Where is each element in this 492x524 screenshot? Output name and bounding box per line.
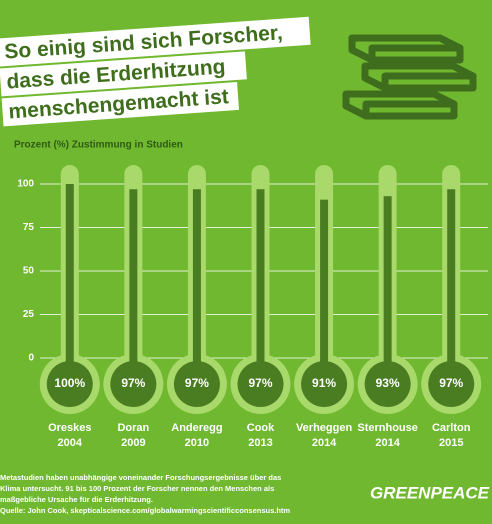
title-box (1, 81, 239, 127)
x-tick-year: 2014 (375, 437, 400, 449)
bar (129, 189, 138, 384)
bar (383, 196, 392, 384)
x-tick-year: 2010 (185, 437, 209, 449)
y-tick-label: 100 (17, 179, 34, 190)
logo: GREENPEACE (370, 483, 490, 502)
bar (447, 189, 456, 384)
bulb (237, 361, 284, 407)
bulb (173, 361, 220, 407)
subtitle: Prozent (%) Zustimmung in Studien (14, 140, 183, 151)
x-tick-year: 2009 (121, 437, 145, 449)
y-tick-label: 50 (23, 266, 35, 277)
y-tick-label: 0 (28, 353, 34, 364)
x-tick-label: Cook (247, 422, 275, 434)
x-tick-year: 2013 (248, 437, 272, 449)
footnote: maßgebliche Ursache für die Erderhitzung… (0, 495, 153, 504)
value-label: 100% (54, 376, 85, 390)
x-tick-label: Carlton (432, 422, 471, 434)
value-label: 97% (121, 376, 145, 390)
bar (256, 189, 265, 384)
title-box (0, 16, 311, 67)
x-tick-label: Oreskes (48, 422, 91, 434)
footnote: Klima untersucht. 91 bis 100 Prozent der… (0, 484, 274, 493)
x-tick-year: 2015 (439, 437, 463, 449)
books-icon (342, 34, 477, 120)
footnote: Metastudien haben unabhängige voneinande… (0, 473, 281, 482)
bulb (46, 361, 93, 407)
footnote: Quelle: John Cook, skepticalscience.com/… (0, 506, 290, 515)
bar (65, 184, 74, 384)
value-label: 97% (248, 376, 272, 390)
bulb (110, 361, 157, 407)
bar (192, 189, 201, 384)
bar (320, 199, 329, 384)
value-label: 93% (376, 376, 400, 390)
value-label: 97% (439, 376, 463, 390)
x-tick-label: Verheggen (296, 422, 353, 434)
x-tick-year: 2004 (58, 437, 83, 449)
bulb (428, 361, 475, 407)
value-label: 91% (312, 376, 336, 390)
value-label: 97% (185, 376, 209, 390)
x-tick-label: Doran (117, 422, 149, 434)
bulb (301, 361, 348, 407)
x-tick-label: Anderegg (171, 422, 222, 434)
title-block: So einig sind sich Forscher, dass die Er… (0, 16, 311, 127)
bulb (364, 361, 411, 407)
x-tick-label: Sternhouse (357, 422, 418, 434)
title-box (0, 51, 247, 97)
y-tick-label: 75 (23, 222, 35, 233)
y-tick-label: 25 (23, 309, 35, 320)
x-tick-year: 2014 (312, 437, 337, 449)
